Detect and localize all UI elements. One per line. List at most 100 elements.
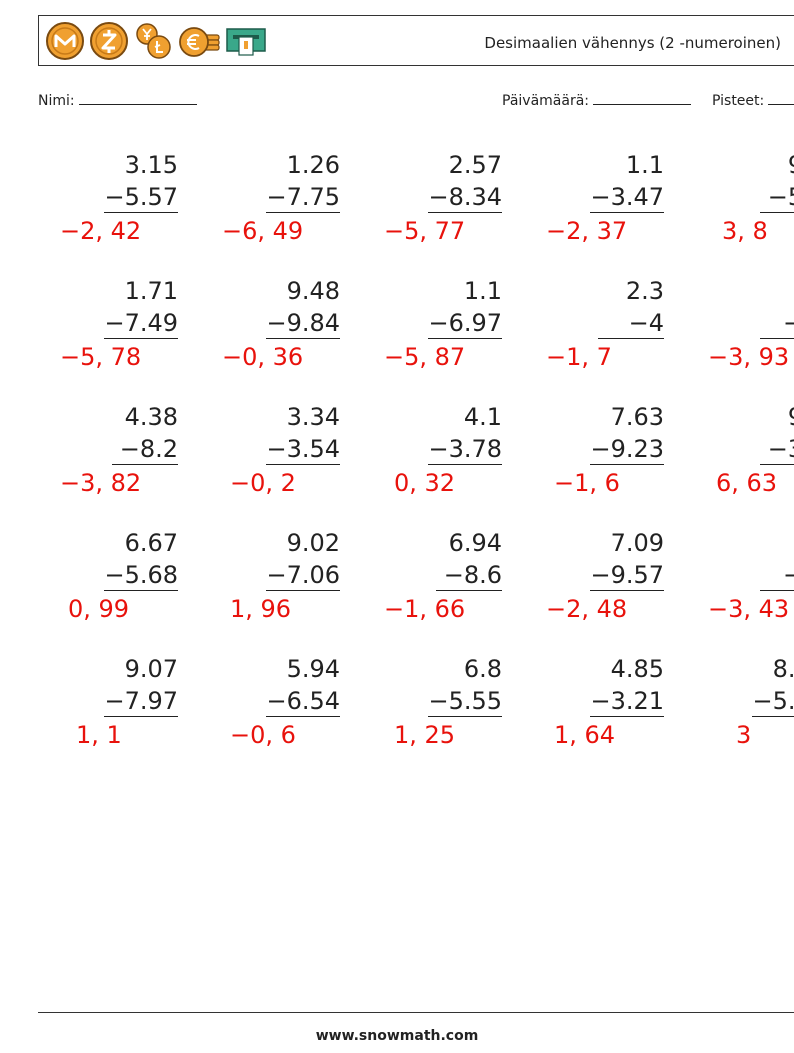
minuend: 6.8 (463, 655, 502, 683)
subtraction-problem: 3.15 −5.57 −2, 42 (18, 150, 178, 270)
subtrahend: −5.2 (760, 182, 794, 213)
atm-machine-icon (225, 21, 267, 61)
subtrahend: −5.68 (104, 561, 178, 591)
subtrahend: −3.54 (266, 435, 340, 465)
subtraction-problem: 9.02 −7.06 1, 96 (180, 528, 340, 648)
monero-coin-icon (45, 21, 85, 61)
subtrahend: −3.2 (760, 434, 794, 465)
worksheet-title: Desimaalien vähennys (2 -numeroinen) (484, 34, 781, 52)
answer: −6, 49 (222, 217, 304, 245)
subtrahend: −3.78 (428, 435, 502, 465)
subtraction-problem: 1.71 −7.49 −5, 78 (18, 276, 178, 396)
answer: −1, 6 (554, 469, 620, 497)
subtraction-problem: 3.34 −3.54 −0, 2 (180, 402, 340, 522)
minuend: 4.1 (463, 403, 502, 431)
subtraction-problem: 2.57 −8.34 −5, 77 (342, 150, 502, 270)
subtraction-problem: 7.09 −9.57 −2, 48 (504, 528, 664, 648)
name-label: Nimi: (38, 93, 75, 109)
subtrahend: −5.47 (752, 686, 794, 717)
subtrahend: −9.23 (590, 435, 664, 465)
subtrahend: −9. (760, 308, 794, 339)
subtrahend: −7.49 (104, 309, 178, 339)
answer: −3, 82 (60, 469, 142, 497)
score-blank[interactable] (768, 103, 794, 105)
footer-site: www.snowmath.com (315, 1028, 479, 1044)
minuend: 5.94 (286, 655, 340, 683)
subtraction-problem: 4.1 −3.78 0, 32 (342, 402, 502, 522)
answer: −3, 93 (708, 343, 790, 371)
subtrahend: −5. (760, 560, 794, 591)
subtrahend: −8.34 (428, 183, 502, 213)
subtraction-problem: 2.3 −4 −1, 7 (504, 276, 664, 396)
answer: 1, 1 (76, 721, 122, 749)
answer: 6, 63 (716, 469, 778, 497)
subtrahend: −7.97 (104, 687, 178, 717)
minuend: 6.67 (124, 529, 178, 557)
minuend: 9.07 (124, 655, 178, 683)
subtraction-problem: 1.1 −3.47 −2, 37 (504, 150, 664, 270)
answer: 0, 32 (394, 469, 456, 497)
subtraction-problem: 7.63 −9.23 −1, 6 (504, 402, 664, 522)
answer: −1, 66 (384, 595, 466, 623)
subtrahend: −5.57 (104, 183, 178, 213)
subtraction-problem: 8.47 −5.473 (666, 654, 794, 774)
zcash-coin-icon (89, 21, 129, 61)
euro-coin-stack-icon (177, 21, 221, 61)
minuend: 6.94 (448, 529, 502, 557)
answer: −5, 77 (384, 217, 466, 245)
minuend: 3.15 (124, 151, 178, 179)
answer: −2, 48 (546, 595, 628, 623)
answer: 1, 64 (554, 721, 616, 749)
minuend: 9.8 (788, 402, 794, 432)
answer: −0, 36 (222, 343, 304, 371)
minuend: 9.0 (788, 150, 794, 180)
header-box: Desimaalien vähennys (2 -numeroinen) (38, 15, 794, 66)
answer: 1, 25 (394, 721, 456, 749)
subtraction-problem: 6.67 −5.68 0, 99 (18, 528, 178, 648)
subtrahend: −3.47 (590, 183, 664, 213)
subtrahend: −7.75 (266, 183, 340, 213)
subtrahend: −6.54 (266, 687, 340, 717)
minuend: 2.3 (625, 277, 664, 305)
minuend: 9.48 (286, 277, 340, 305)
minuend: 8.47 (772, 655, 794, 683)
answer: −5, 87 (384, 343, 466, 371)
subtraction-problem: 9.48 −9.84 −0, 36 (180, 276, 340, 396)
answer: −1, 7 (546, 343, 612, 371)
minuend: 7.09 (610, 529, 664, 557)
subtraction-problem: 1.−5.−3, 43 (666, 528, 794, 648)
subtraction-problem: 4.38 −8.2 −3, 82 (18, 402, 178, 522)
minuend: 1.71 (124, 277, 178, 305)
subtrahend: −4 (598, 308, 664, 339)
date-blank[interactable] (593, 103, 691, 105)
subtraction-problem: 6.8 −5.55 1, 25 (342, 654, 502, 774)
subtraction-problem: 9.8 −3.2 6, 63 (666, 402, 794, 522)
date-label: Päivämäärä: (502, 93, 589, 109)
date-field[interactable]: Päivämäärä: (502, 93, 691, 109)
answer: −2, 42 (60, 217, 142, 245)
minuend: 7.63 (610, 403, 664, 431)
subtrahend: −8.2 (112, 434, 178, 465)
subtraction-problem: 6.−9.−3, 93 (666, 276, 794, 396)
minuend: 1.1 (463, 277, 502, 305)
subtrahend: −8.6 (436, 560, 502, 591)
score-label: Pisteet: (712, 93, 765, 109)
footer-divider (38, 1012, 794, 1013)
name-field[interactable]: Nimi: (38, 93, 197, 109)
minuend: 9.02 (286, 529, 340, 557)
score-field[interactable]: Pisteet: (712, 93, 794, 109)
minuend: 3.34 (286, 403, 340, 431)
answer: 0, 99 (68, 595, 130, 623)
subtrahend: −6.97 (428, 309, 502, 339)
subtraction-problem: 5.94 −6.54 −0, 6 (180, 654, 340, 774)
minuend: 1.26 (286, 151, 340, 179)
subtraction-problem: 4.85 −3.21 1, 64 (504, 654, 664, 774)
subtraction-problem: 1.1 −6.97 −5, 87 (342, 276, 502, 396)
subtrahend: −5.55 (428, 687, 502, 717)
subtrahend: −9.84 (266, 309, 340, 339)
subtraction-problem: 6.94 −8.6 −1, 66 (342, 528, 502, 648)
name-blank[interactable] (78, 103, 197, 105)
minuend: 4.85 (610, 655, 664, 683)
subtraction-problem: 9.07 −7.97 1, 1 (18, 654, 178, 774)
